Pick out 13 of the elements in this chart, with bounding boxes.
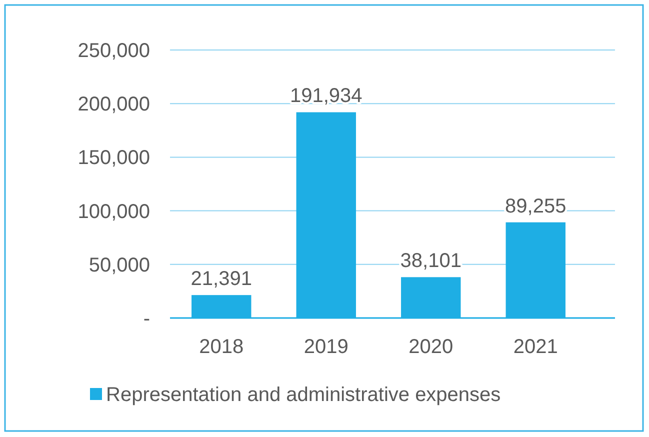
x-tick-label: 2019: [304, 336, 348, 358]
x-tick-label: 2018: [199, 336, 244, 358]
data-label: 21,391: [190, 268, 252, 290]
data-label: 191,934: [290, 85, 362, 108]
y-tick-label: -: [143, 308, 150, 330]
y-tick-label: 50,000: [88, 254, 150, 276]
y-tick-label: 250,000: [78, 40, 150, 62]
x-tick-label: 2021: [513, 336, 558, 358]
x-tick-label: 2020: [408, 336, 454, 358]
y-tick-label: 200,000: [78, 94, 150, 116]
legend-label: Representation and administrative expenses: [106, 384, 501, 406]
y-tick-label: 100,000: [78, 200, 150, 223]
y-tick-label: 150,000: [78, 147, 150, 170]
